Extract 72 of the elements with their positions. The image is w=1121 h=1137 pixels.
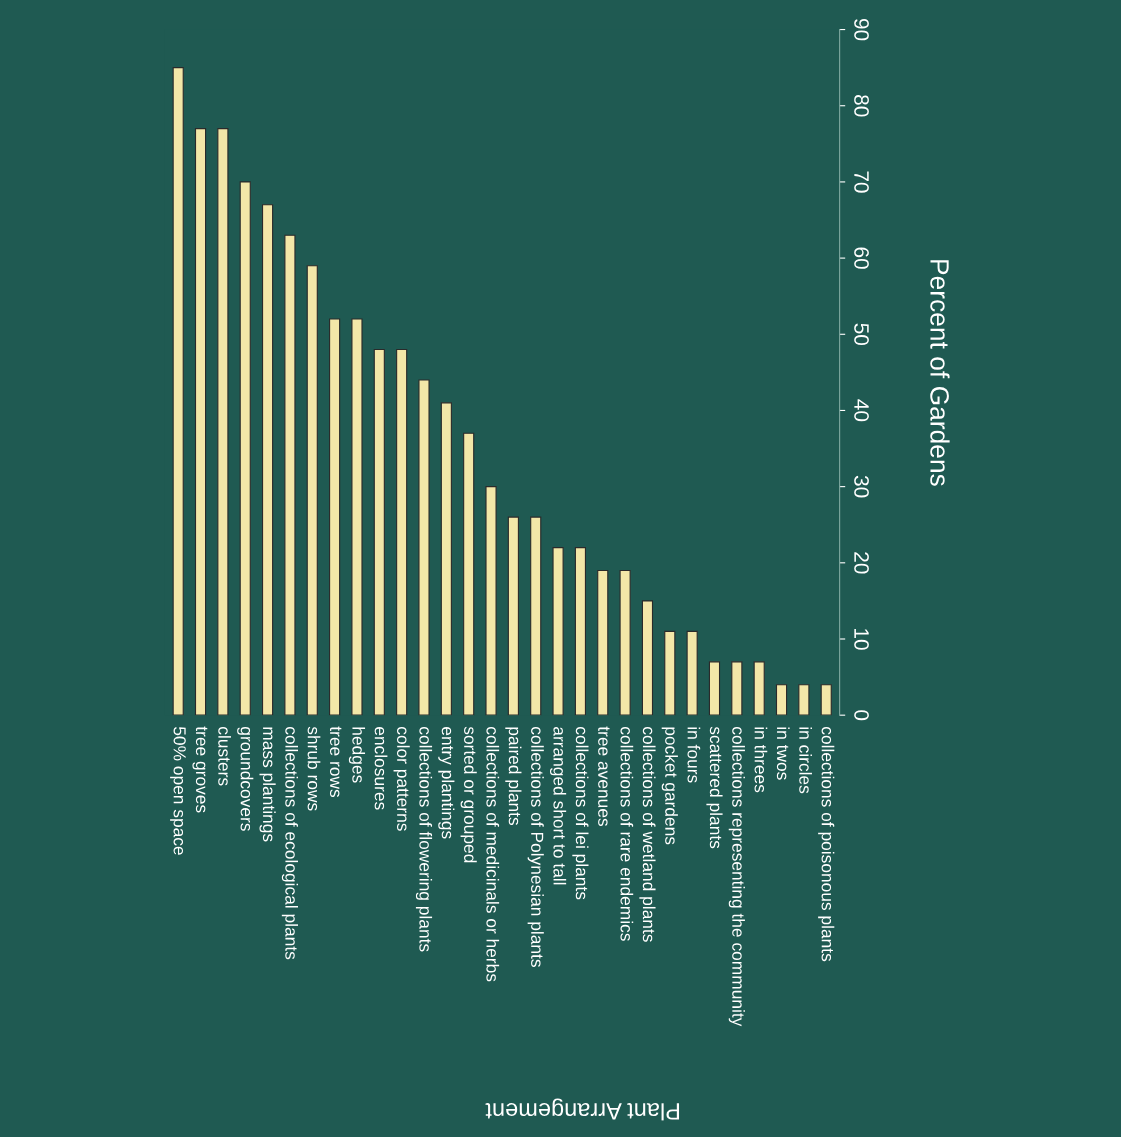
x-tick-label: mass plantings [259,727,276,842]
x-tick-label: scattered plants [706,726,723,849]
bar [239,181,251,716]
bar [217,128,229,716]
bar [820,684,832,716]
bar [418,379,430,716]
x-tick-label: tree avenues [598,726,610,827]
y-tick-label: 90 [854,18,869,41]
x-tick-label: collections of poisonous plants [818,727,835,962]
y-tick-label: 80 [854,95,869,117]
x-tick-label: in threes [754,727,768,793]
x-tick-label: clusters [218,727,231,786]
bar [351,318,363,716]
bar [463,432,475,716]
x-tick-label: tree rows [329,726,342,798]
bar [507,516,519,716]
x-tick-label: collections of flowering plants [415,727,433,952]
y-tick-label: 20 [854,552,869,574]
y-axis-title: Percent of Gardens [930,260,950,486]
bar [574,547,587,716]
x-tick-label: in twos [776,727,790,780]
bar [396,348,408,716]
bar [708,661,721,716]
x-tick-label: arranged short to tall [549,727,567,885]
bar [194,128,207,716]
x-tick-label: collections of rare endemics [620,727,634,941]
x-tick-label: collections of ecological plants [281,727,299,960]
x-tick-label: collections representing the community [728,727,745,1027]
x-tick-label: collections of lei plants [572,727,589,900]
bar [485,486,497,716]
x-tick-label: sorted or grouped [460,726,477,863]
bar [329,318,341,716]
x-tick-label: shrub rows [307,726,321,811]
x-tick-label: 50% open space [170,726,186,855]
x-tick-label: collections of medicinals or herbs [486,727,500,982]
x-axis-title: Plant Arrangement [485,1098,680,1121]
x-tick-label: entry plantings [438,727,455,839]
bar [664,630,676,716]
bar [731,661,743,716]
x-tick-label: paired plants [505,727,522,826]
bar [552,547,564,716]
bar [641,600,654,716]
y-tick-label: 60 [854,247,869,269]
bar [172,67,184,716]
x-tick-label: in fours [687,727,701,783]
x-tick-label: collections of Polynesian plants [527,727,544,967]
bar [686,630,698,716]
x-tick-label: color patterns [393,727,410,831]
bar [306,265,318,716]
bar [373,348,385,716]
y-tick-label: 70 [854,171,869,193]
y-tick-label: 50 [854,323,869,346]
x-tick-label: tree groves [192,726,208,813]
bar [597,569,609,716]
x-tick-label: groundcovers [237,727,254,831]
bar [619,569,631,716]
bar [530,516,542,716]
bar [440,402,452,716]
x-tick-label: pocket gardens [661,727,678,845]
y-tick-label: 40 [854,399,869,422]
x-tick-label: collections of wetland plants [639,727,656,942]
x-tick-label: enclosures [374,727,388,810]
bar [775,684,788,716]
y-tick-label: 10 [854,629,869,650]
x-tick-label: in circles [799,727,812,794]
bar [753,661,765,716]
bar [798,684,810,716]
bar [284,234,296,716]
y-tick-label: 30 [854,475,869,498]
x-tick-label: hedges [348,727,366,783]
bar [261,204,274,716]
y-tick-label: 0 [854,710,869,721]
